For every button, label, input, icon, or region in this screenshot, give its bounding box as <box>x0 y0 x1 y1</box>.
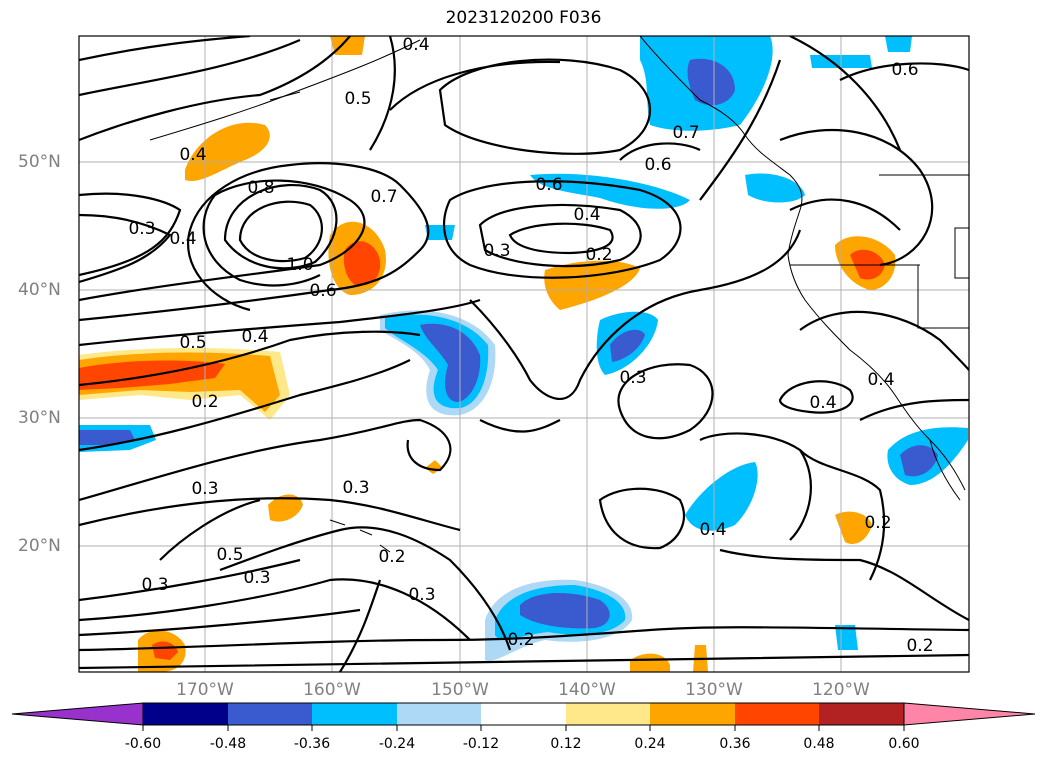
lon-label-120w: 120°W <box>812 680 870 700</box>
contour-label: 0.5 <box>216 545 243 565</box>
contour-label: 0.3 <box>483 241 510 261</box>
colorbar-bin <box>650 703 735 725</box>
contour-label: 0.6 <box>644 155 671 175</box>
contour-label: 0.4 <box>573 205 600 225</box>
lon-label-170w: 170°W <box>176 680 234 700</box>
colorbar-bin <box>481 703 566 725</box>
colorbar-bin <box>819 703 904 725</box>
contour-label: 0.3 <box>408 585 435 605</box>
contour-label: 0.6 <box>309 281 336 301</box>
colorbar-tick-label: 0.36 <box>719 736 751 752</box>
contour-lines <box>79 36 969 672</box>
colorbar-tick-label: 0.24 <box>634 736 666 752</box>
lon-label-160w: 160°W <box>303 680 361 700</box>
colorbar-tick-label: 0.60 <box>888 736 920 752</box>
contour-label: 0.8 <box>247 178 274 198</box>
colorbar-tick-label: -0.60 <box>124 736 162 752</box>
graticule <box>79 36 969 672</box>
colorbar-tick-label: -0.24 <box>378 736 416 752</box>
colorbar-tick-label: 0.48 <box>803 736 835 752</box>
colorbar-bin <box>735 703 819 725</box>
colorbar-bin <box>312 703 397 725</box>
shading-layer <box>79 36 968 672</box>
contour-label: 0.3 <box>342 478 369 498</box>
contour-label: 0.4 <box>867 370 894 390</box>
contour-label: 0.3 <box>191 479 218 499</box>
contour-label: 0.2 <box>585 245 612 265</box>
lat-label-30n: 30°N <box>18 408 61 428</box>
colorbar-bin <box>228 703 312 725</box>
contour-label: 0.3 <box>619 368 646 388</box>
colorbar-tick-label: -0.12 <box>462 736 500 752</box>
map-title: 2023120200 F036 <box>445 8 602 28</box>
contour-label: 0.4 <box>402 35 429 55</box>
colorbar <box>11 702 1036 731</box>
contour-label: 0.4 <box>179 145 206 165</box>
colorbar-min-extend <box>11 702 144 726</box>
contour-label: 0.7 <box>672 123 699 143</box>
contour-label: 0.2 <box>507 630 534 650</box>
contour-label: 0.3 <box>128 219 155 239</box>
contour-label: 0.2 <box>378 547 405 567</box>
colorbar-tick-label: -0.36 <box>293 736 331 752</box>
map-frame <box>78 35 970 673</box>
colorbar-bin <box>566 703 650 725</box>
lon-label-140w: 140°W <box>558 680 616 700</box>
contour-label: 0.6 <box>891 60 918 80</box>
contour-label: 0.4 <box>809 393 836 413</box>
colorbar-tick-label: -0.48 <box>209 736 247 752</box>
contour-label: 0.7 <box>370 187 397 207</box>
colorbar-tick-label: 0.12 <box>550 736 582 752</box>
coastlines <box>149 36 969 553</box>
contour-label: 0.5 <box>179 333 206 353</box>
contour-label: 0.2 <box>191 392 218 412</box>
colorbar-bin <box>397 703 481 725</box>
lat-label-50n: 50°N <box>18 152 61 172</box>
contour-label: 1.0 <box>286 255 313 275</box>
contour-label: 0.4 <box>241 327 268 347</box>
colorbar-bin <box>143 703 228 725</box>
lon-label-130w: 130°W <box>685 680 743 700</box>
contour-label: 0.2 <box>906 636 933 656</box>
contour-label: 0.6 <box>535 175 562 195</box>
colorbar-max-extend <box>903 702 1036 726</box>
contour-label: 0.3 <box>141 575 168 595</box>
lon-label-150w: 150°W <box>431 680 489 700</box>
contour-label: 0.2 <box>864 513 891 533</box>
contour-label: 0.5 <box>344 89 371 109</box>
contour-label: 0.4 <box>699 520 726 540</box>
contour-label: 0.3 <box>243 568 270 588</box>
lat-label-20n: 20°N <box>18 536 61 556</box>
contour-label: 0.4 <box>169 229 196 249</box>
contour-label-layer: 0.3 0.4 0.5 0.4 0.8 0.7 0.6 0.4 0.3 0.2 … <box>128 35 933 656</box>
lat-label-40n: 40°N <box>18 280 61 300</box>
